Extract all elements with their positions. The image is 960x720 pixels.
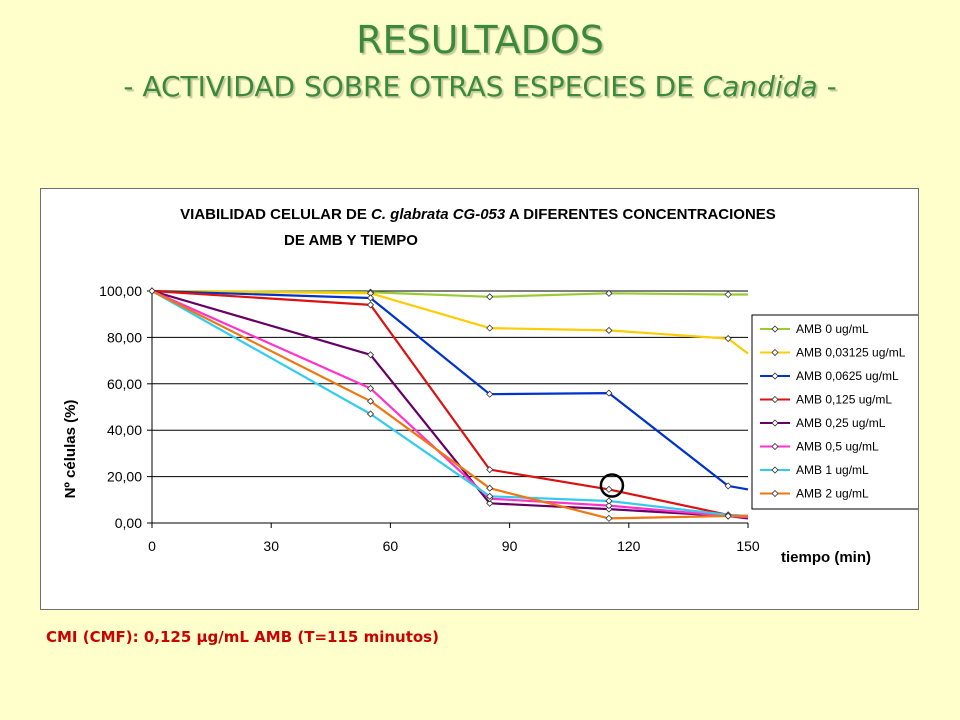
data-point: [486, 499, 494, 507]
data-point: [366, 397, 375, 405]
legend-label: AMB 0,5 ug/mL: [796, 440, 879, 454]
y-tick-label: 80,00: [107, 329, 142, 345]
chart-title-line1: VIABILIDAD CELULAR DE C. glabrata CG-053…: [180, 206, 776, 223]
x-tick-label: 120: [617, 538, 641, 554]
legend-label: AMB 0,03125 ug/mL: [796, 346, 906, 360]
x-tick-label: 150: [736, 538, 760, 554]
chart-title-part-a: VIABILIDAD CELULAR DE: [180, 206, 371, 223]
y-tick-label: 100,00: [99, 283, 142, 299]
legend-marker: [771, 372, 779, 380]
data-point: [724, 512, 732, 520]
legend-marker: [771, 348, 779, 357]
chart-title-species: C. glabrata CG-053: [371, 206, 506, 223]
series-line-4: [151, 289, 749, 518]
y-tick-label: 0,00: [115, 515, 142, 531]
x-axis-label: tiempo (min): [781, 549, 871, 566]
data-point: [366, 410, 375, 418]
y-axis-label: Nº células (%): [62, 400, 79, 499]
data-point: [724, 334, 732, 343]
data-point: [366, 351, 375, 359]
series-line-7: [151, 290, 749, 518]
slide-subtitle: - ACTIVIDAD SOBRE OTRAS ESPECIES DE Cand…: [0, 70, 960, 104]
legend-marker: [771, 489, 779, 498]
data-point: [605, 289, 613, 297]
x-tick-label: 0: [148, 538, 156, 554]
legend-marker: [771, 325, 779, 333]
legend-label: AMB 2 ug/mL: [796, 487, 869, 501]
chart-area: VIABILIDAD CELULAR DE C. glabrata CG-053…: [40, 188, 919, 610]
data-point: [486, 390, 494, 398]
chart-title-line2: DE AMB Y TIEMPO: [284, 232, 418, 249]
subtitle-italic: Candida: [702, 70, 818, 103]
legend-marker: [771, 419, 779, 427]
x-tick-label: 60: [383, 538, 399, 554]
series-line-2: [151, 289, 749, 355]
data-point: [486, 492, 494, 500]
data-point: [486, 484, 494, 492]
series-line-8: [151, 290, 748, 520]
legend-label: AMB 0,25 ug/mL: [796, 416, 886, 430]
series-lines: [148, 287, 749, 522]
data-point: [605, 497, 613, 505]
legend-marker: [771, 466, 779, 474]
data-point: [605, 485, 613, 493]
legend-label: AMB 0,0625 ug/mL: [796, 369, 899, 383]
y-tick-label: 40,00: [107, 422, 142, 438]
data-point: [366, 301, 375, 309]
legend: AMB 0 ug/mL AMB 0,03125 ug/mL AMB 0,0625 u…: [751, 314, 918, 510]
tick-labels: 0,00 20,00 40,00 60,00 80,00 100,00 0 30 60 90 120…: [99, 283, 760, 554]
series-line-3: [151, 289, 749, 491]
data-point: [148, 287, 156, 295]
series-line-6: [151, 289, 749, 519]
subtitle-suffix: -: [817, 70, 837, 103]
cmi-note: CMI (CMF): 0,125 µg/mL AMB (T=115 minuto…: [46, 628, 439, 646]
legend-label: AMB 0 ug/mL: [796, 322, 869, 336]
chart-title-part-b: A DIFERENTES CONCENTRACIONES: [505, 206, 776, 223]
data-point: [366, 384, 375, 393]
x-tick-label: 90: [502, 538, 518, 554]
y-tick-label: 20,00: [107, 469, 142, 485]
y-tick-label: 60,00: [107, 376, 142, 392]
series-line-5: [151, 289, 749, 520]
data-point: [486, 293, 494, 301]
annotation-circle: [599, 473, 625, 498]
data-point: [605, 389, 613, 397]
axes: [147, 290, 749, 528]
data-point: [605, 502, 613, 510]
data-point: [366, 294, 375, 302]
data-point: [724, 482, 732, 490]
legend-label: AMB 0,125 ug/mL: [796, 393, 892, 407]
data-point: [486, 324, 494, 332]
legend-label: AMB 1 ug/mL: [796, 463, 869, 477]
data-point: [605, 326, 613, 335]
data-point: [605, 514, 613, 522]
legend-marker: [771, 395, 779, 404]
x-tick-label: 30: [263, 538, 279, 554]
grid-lines: [152, 290, 748, 478]
slide-title: RESULTADOS: [356, 18, 604, 62]
data-point: [486, 466, 494, 474]
data-point: [724, 290, 732, 299]
annotation: [599, 473, 625, 498]
legend-marker: [771, 442, 779, 451]
legend-box: [751, 314, 918, 510]
line-chart: VIABILIDAD CELULAR DE C. glabrata CG-053…: [62, 206, 918, 566]
subtitle-prefix: - ACTIVIDAD SOBRE OTRAS ESPECIES DE: [123, 70, 703, 103]
